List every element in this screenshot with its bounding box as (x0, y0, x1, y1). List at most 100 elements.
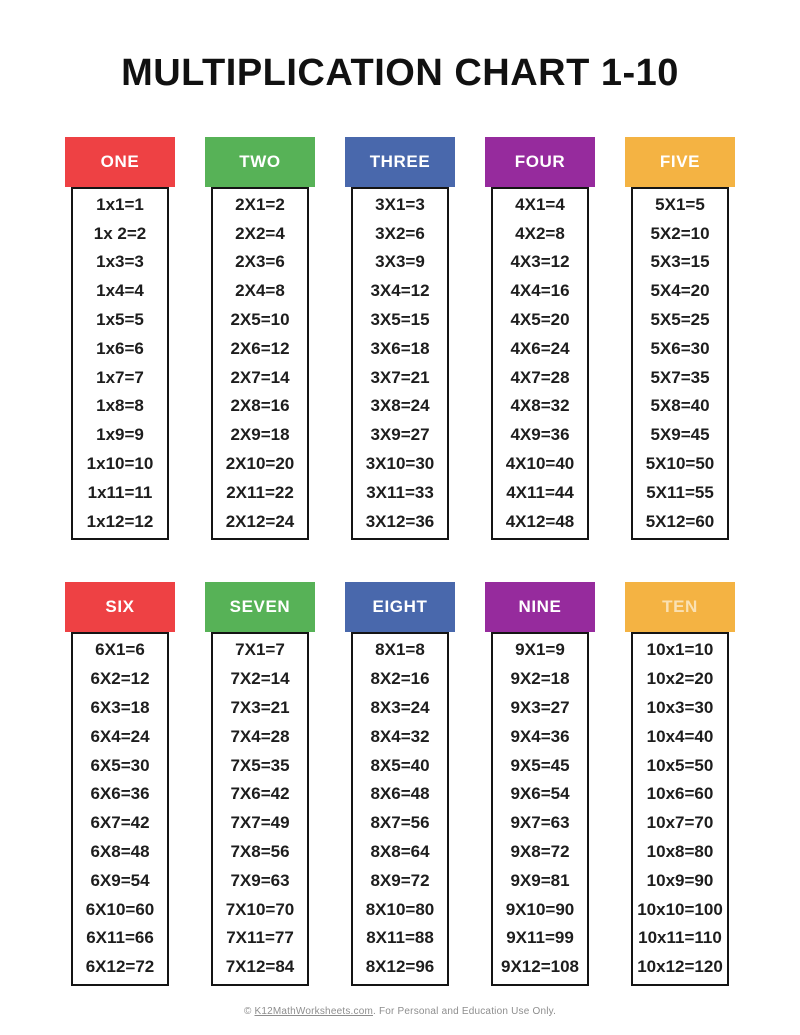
fact-row: 6X10=60 (85, 899, 155, 919)
fact-row: 5X10=50 (645, 454, 715, 474)
fact-row: 2X8=16 (230, 396, 290, 416)
fact-row: 8X6=48 (370, 784, 430, 804)
fact-row: 1x3=3 (96, 252, 144, 272)
fact-row: 4X7=28 (510, 367, 570, 387)
fact-row: 6X8=48 (90, 842, 150, 862)
fact-row: 10x12=120 (637, 957, 723, 977)
fact-row: 9X5=45 (510, 755, 570, 775)
table-body: 4X1=4 4X2=8 4X3=12 4X4=16 4X5=20 4X6=24 4X7=28… (491, 186, 589, 541)
fact-row: 1x12=12 (86, 511, 154, 531)
table-header-three: THREE (345, 136, 455, 187)
table-header-four: FOUR (485, 136, 595, 187)
fact-row: 6X3=18 (90, 698, 150, 718)
multiplication-table: THREE 3X1=3 3X2=6 3X3=9 3X4=12 3X5=15 3X6=18 3… (345, 136, 455, 541)
fact-row: 9X12=108 (501, 957, 579, 977)
table-header-nine: NINE (485, 582, 595, 633)
fact-row: 6X11=66 (86, 928, 154, 948)
fact-row: 7X8=56 (230, 842, 290, 862)
fact-row: 9X10=90 (505, 899, 575, 919)
fact-row: 1x9=9 (96, 425, 144, 445)
footer-usage-text: . For Personal and Education Use Only. (373, 1006, 557, 1017)
fact-row: 8X10=80 (365, 899, 435, 919)
fact-row: 2X10=20 (225, 454, 295, 474)
fact-row: 5X1=5 (655, 194, 705, 214)
fact-row: 1x8=8 (96, 396, 144, 416)
fact-row: 7X5=35 (230, 755, 290, 775)
fact-row: 6X12=72 (85, 957, 155, 977)
footer: © K12MathWorksheets.com. For Personal an… (0, 1006, 800, 1017)
fact-row: 9X11=99 (506, 928, 574, 948)
fact-row: 10x5=50 (646, 755, 714, 775)
fact-row: 3X11=33 (366, 482, 434, 502)
multiplication-table: ONE 1x1=1 1x 2=2 1x3=3 1x4=4 1x5=5 1x6=6 1x7=7… (65, 136, 175, 541)
fact-row: 4X5=20 (510, 310, 570, 330)
fact-row: 7X4=28 (230, 726, 290, 746)
fact-row: 5X9=45 (650, 425, 710, 445)
fact-row: 4X8=32 (510, 396, 570, 416)
fact-row: 6X9=54 (90, 870, 150, 890)
fact-row: 4X10=40 (505, 454, 575, 474)
fact-row: 3X7=21 (370, 367, 430, 387)
fact-row: 3X10=30 (365, 454, 435, 474)
multiplication-table: FOUR 4X1=4 4X2=8 4X3=12 4X4=16 4X5=20 4X6=24 4… (485, 136, 595, 541)
footer-link[interactable]: K12MathWorksheets.com (254, 1006, 373, 1017)
fact-row: 8X8=64 (370, 842, 430, 862)
fact-row: 7X12=84 (225, 957, 295, 977)
table-header-ten: TEN (625, 582, 735, 633)
copyright-text: © (243, 1006, 255, 1017)
fact-row: 7X6=42 (230, 784, 290, 804)
fact-row: 3X2=6 (375, 223, 425, 243)
fact-row: 8X1=8 (375, 640, 425, 660)
fact-row: 9X4=36 (510, 726, 570, 746)
fact-row: 9X8=72 (510, 842, 570, 862)
table-header-seven: SEVEN (205, 582, 315, 633)
fact-row: 10x3=30 (646, 698, 714, 718)
fact-row: 4X12=48 (505, 511, 575, 531)
fact-row: 5X11=55 (646, 482, 714, 502)
fact-row: 1x4=4 (96, 281, 144, 301)
fact-row: 4X3=12 (510, 252, 570, 272)
fact-row: 4X9=36 (510, 425, 570, 445)
fact-row: 7X2=14 (230, 669, 290, 689)
fact-row: 5X6=30 (650, 338, 710, 358)
table-body: 7X1=7 7X2=14 7X3=21 7X4=28 7X5=35 7X6=42 7X7=4… (211, 632, 309, 987)
fact-row: 8X5=40 (370, 755, 430, 775)
fact-row: 2X2=4 (235, 223, 285, 243)
fact-row: 10x1=10 (646, 640, 714, 660)
page-title: MULTIPLICATION CHART 1-10 (121, 52, 679, 94)
table-body: 3X1=3 3X2=6 3X3=9 3X4=12 3X5=15 3X6=18 3X7=21 3… (351, 186, 449, 541)
table-header-eight: EIGHT (345, 582, 455, 633)
fact-row: 6X7=42 (90, 813, 150, 833)
fact-row: 5X8=40 (650, 396, 710, 416)
fact-row: 8X7=56 (370, 813, 430, 833)
fact-row: 9X9=81 (510, 870, 570, 890)
fact-row: 1x1=1 (96, 194, 144, 214)
fact-row: 5X4=20 (650, 281, 710, 301)
fact-row: 5X5=25 (650, 310, 710, 330)
multiplication-table: TEN 10x1=10 10x2=20 10x3=30 10x4=40 10x5=50 1… (625, 582, 735, 987)
fact-row: 3X8=24 (370, 396, 430, 416)
multiplication-table: NINE 9X1=9 9X2=18 9X3=27 9X4=36 9X5=45 9X6=54… (485, 582, 595, 987)
table-body: 10x1=10 10x2=20 10x3=30 10x4=40 10x5=50 10x6=… (631, 632, 729, 987)
fact-row: 6X5=30 (90, 755, 150, 775)
fact-row: 1x7=7 (96, 367, 144, 387)
fact-row: 8X9=72 (370, 870, 430, 890)
fact-row: 3X5=15 (370, 310, 430, 330)
fact-row: 10x7=70 (646, 813, 714, 833)
fact-row: 4X1=4 (515, 194, 565, 214)
fact-row: 2X4=8 (235, 281, 285, 301)
multiplication-table: SIX 6X1=6 6X2=12 6X3=18 6X4=24 6X5=30 6X6=36 6… (65, 582, 175, 987)
fact-row: 6X6=36 (90, 784, 150, 804)
fact-row: 9X1=9 (515, 640, 565, 660)
fact-row: 10x11=110 (638, 928, 722, 948)
fact-row: 7X3=21 (230, 698, 290, 718)
fact-row: 8X11=88 (366, 928, 434, 948)
fact-row: 5X2=10 (650, 223, 710, 243)
fact-row: 10x9=90 (646, 870, 714, 890)
table-body: 5X1=5 5X2=10 5X3=15 5X4=20 5X5=25 5X6=30 5X7=3… (631, 186, 729, 541)
multiplication-table: FIVE 5X1=5 5X2=10 5X3=15 5X4=20 5X5=25 5X6=30… (625, 136, 735, 541)
fact-row: 5X3=15 (650, 252, 710, 272)
fact-row: 1x6=6 (96, 338, 144, 358)
fact-row: 6X2=12 (90, 669, 150, 689)
fact-row: 2X6=12 (230, 338, 290, 358)
